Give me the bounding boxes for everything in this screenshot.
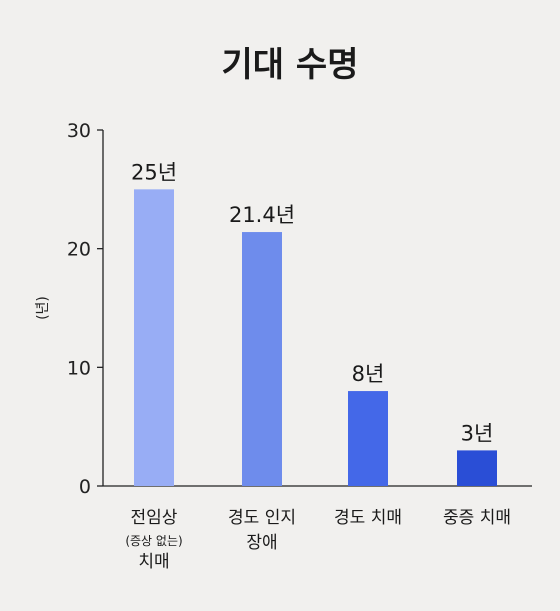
data-label: 8년 [352,362,385,386]
bar [134,189,174,487]
data-labels: 25년 21.4년 8년 3년 [131,160,493,445]
bars [134,189,497,487]
x-category-label: 경도 인지 [228,508,296,528]
y-tick-label: 20 [67,239,91,261]
x-category-label: 중증 치매 [443,508,511,528]
x-category-label: 전임상 [131,508,178,528]
bar [457,450,497,486]
y-axis-label: (년) [35,296,51,320]
x-category-label: 장애 [246,533,277,553]
y-tick-label: 0 [79,476,91,498]
data-label: 25년 [131,160,177,184]
data-label: 3년 [461,421,494,445]
x-category-label: 경도 치매 [334,508,402,528]
bar [348,391,388,486]
y-ticks: 0 10 20 30 [67,120,103,498]
y-tick-label: 30 [67,120,91,142]
y-tick-label: 10 [67,357,91,379]
x-category-label: (증상 없는) [125,534,182,548]
chart-title: 기대 수명 [222,45,359,85]
bar [242,232,282,486]
x-category-label: 치매 [138,552,169,572]
data-label: 21.4년 [229,203,295,227]
